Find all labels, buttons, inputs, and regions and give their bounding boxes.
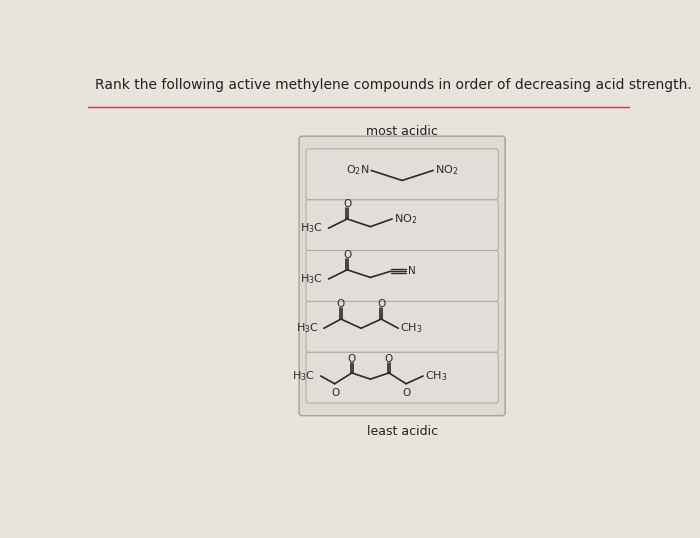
Text: O: O	[385, 354, 393, 364]
Text: O$_2$N: O$_2$N	[346, 164, 370, 178]
Text: O: O	[377, 300, 385, 309]
Text: N: N	[408, 266, 416, 277]
FancyBboxPatch shape	[306, 301, 498, 352]
FancyBboxPatch shape	[306, 251, 498, 301]
Text: CH$_3$: CH$_3$	[425, 369, 447, 383]
Text: most acidic: most acidic	[366, 125, 438, 138]
Text: Rank the following active methylene compounds in order of decreasing acid streng: Rank the following active methylene comp…	[95, 79, 692, 93]
Text: O: O	[343, 250, 351, 260]
Text: O: O	[402, 387, 411, 398]
FancyBboxPatch shape	[306, 149, 498, 200]
FancyBboxPatch shape	[306, 352, 498, 403]
Text: O: O	[343, 199, 351, 209]
Text: O: O	[348, 354, 356, 364]
Text: NO$_2$: NO$_2$	[393, 212, 417, 226]
FancyBboxPatch shape	[299, 136, 505, 416]
Text: O: O	[331, 387, 340, 398]
Text: O: O	[337, 300, 345, 309]
Text: CH$_3$: CH$_3$	[400, 321, 422, 335]
Text: H$_3$C: H$_3$C	[300, 221, 323, 235]
Text: H$_3$C: H$_3$C	[295, 321, 318, 335]
Text: H$_3$C: H$_3$C	[293, 369, 315, 383]
Text: least acidic: least acidic	[367, 425, 438, 438]
Text: NO$_2$: NO$_2$	[435, 164, 458, 178]
FancyBboxPatch shape	[306, 200, 498, 251]
Text: H$_3$C: H$_3$C	[300, 272, 323, 286]
